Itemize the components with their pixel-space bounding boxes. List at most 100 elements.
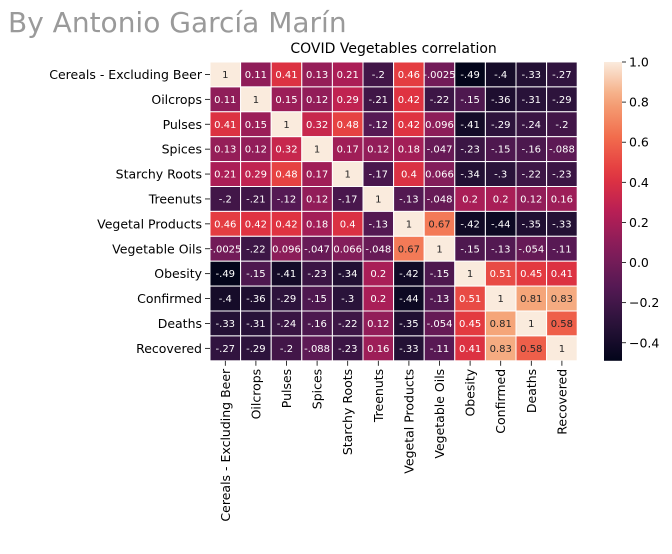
cell-value-label: 0.21	[337, 70, 359, 81]
heatmap-cell	[331, 86, 364, 113]
heatmap-cell	[423, 235, 456, 262]
heatmap-cell	[423, 61, 456, 88]
heatmap-cell	[331, 186, 364, 212]
cell-value-label: -.088	[304, 344, 330, 355]
x-tick-label: Vegetal Products	[401, 369, 416, 474]
y-tick-label: Cereals - Excluding Beer	[49, 67, 203, 82]
heatmap-cell	[423, 210, 456, 237]
cell-value-label: -.36	[491, 95, 511, 106]
cell-value-label: -.42	[460, 219, 480, 230]
heatmap-cell	[454, 235, 486, 262]
colorbar-tick-label: 0.0	[629, 255, 649, 270]
cell-value-label: 0.81	[490, 319, 512, 330]
heatmap-cell	[484, 61, 517, 88]
x-tick-label: Pulses	[279, 369, 294, 408]
heatmap-cell	[362, 210, 395, 237]
heatmap-cell	[362, 111, 395, 138]
cell-value-label: 0.18	[398, 145, 420, 156]
cell-value-label: -.3	[494, 170, 507, 181]
x-tick-label: Treenuts	[371, 369, 386, 423]
colorbar-tick-label: 1.0	[629, 55, 649, 70]
cell-value-label: -.088	[549, 145, 575, 156]
cell-value-label: -.41	[460, 120, 480, 131]
cell-value-label: -.33	[216, 319, 236, 330]
cell-value-label: 0.21	[214, 170, 236, 181]
cell-value-label: 1	[375, 194, 381, 205]
cell-value-label: 0.67	[428, 219, 450, 230]
cell-value-label: -.29	[277, 294, 297, 305]
cell-value-label: 0.51	[459, 294, 481, 305]
heatmap-cell	[515, 260, 548, 287]
x-tick-label: Vegetable Oils	[432, 369, 447, 459]
x-tick-label: Recovered	[554, 369, 569, 435]
cell-value-label: -.054	[427, 319, 453, 330]
cell-value-label: 1	[345, 170, 351, 181]
cell-value-label: 0.83	[551, 294, 573, 305]
cell-value-label: -.048	[365, 244, 391, 255]
cell-value-label: -.36	[246, 294, 266, 305]
heatmap-cell	[546, 335, 578, 362]
cell-value-label: 0.48	[275, 170, 297, 181]
cell-value-label: -.15	[491, 145, 511, 156]
cell-value-label: 1	[253, 95, 259, 106]
cell-value-label: 1	[222, 70, 228, 81]
y-tick-label: Vegetable Oils	[112, 241, 202, 256]
cell-value-label: -.29	[246, 344, 266, 355]
heatmap-cell	[546, 111, 578, 138]
cell-value-label: 0.2	[370, 269, 386, 280]
cell-value-label: 0.67	[398, 244, 420, 255]
cell-value-label: 0.17	[306, 170, 328, 181]
cell-value-label: 0.83	[490, 344, 512, 355]
colorbar-tick-label: 0.4	[629, 175, 649, 190]
cell-value-label: 1	[467, 269, 473, 280]
x-tick-label: Confirmed	[493, 369, 508, 434]
cell-value-label: -.4	[494, 70, 507, 81]
cell-value-label: -.23	[338, 344, 358, 355]
heatmap-cell	[423, 136, 456, 163]
cell-value-label: 1	[283, 120, 289, 131]
heatmap-cell	[454, 136, 486, 163]
cell-value-label: 0.12	[367, 319, 389, 330]
cell-value-label: -.21	[369, 95, 389, 106]
cell-value-label: -.44	[491, 219, 511, 230]
heatmap-cell	[209, 335, 242, 362]
cell-value-label: 0.13	[214, 145, 236, 156]
cell-value-label: -.15	[460, 244, 480, 255]
cell-value-label: -.4	[219, 294, 232, 305]
cell-value-label: 0.12	[367, 145, 389, 156]
cell-value-label: 1	[559, 344, 565, 355]
heatmap-cell	[393, 161, 425, 188]
cell-value-label: 0.18	[306, 219, 328, 230]
cell-value-label: -.29	[552, 95, 572, 106]
chart-title: COVID Vegetables correlation	[290, 41, 496, 57]
cell-value-label: -.0025	[209, 244, 241, 255]
cell-value-label: -.15	[430, 269, 450, 280]
heatmap-cell	[546, 235, 578, 262]
cell-value-label: -.054	[518, 244, 544, 255]
cell-value-label: 0.096	[272, 244, 301, 255]
heatmap-cell	[331, 285, 364, 312]
heatmap-cell	[484, 335, 517, 362]
cell-value-label: -.24	[277, 319, 297, 330]
colorbar-tick-label: 0.8	[629, 95, 649, 110]
heatmap-cell	[546, 186, 578, 212]
cell-value-label: 0.32	[275, 145, 297, 156]
heatmap-cell	[240, 61, 272, 88]
heatmap-cell	[331, 136, 364, 163]
heatmap-cell	[546, 136, 578, 163]
cell-value-label: -.2	[372, 70, 385, 81]
cell-value-label: 0.17	[337, 145, 359, 156]
heatmap-cell	[393, 86, 425, 113]
cell-value-label: -.17	[369, 170, 389, 181]
cell-value-label: 0.32	[306, 120, 328, 131]
heatmap-cell	[209, 61, 242, 88]
y-tick-label: Recovered	[136, 341, 202, 356]
heatmap-cell	[546, 86, 578, 113]
heatmap-cell	[515, 86, 548, 113]
cell-value-label: -.15	[246, 269, 266, 280]
cell-value-label: -.22	[522, 170, 542, 181]
heatmap-cell	[240, 186, 272, 212]
cell-value-label: 0.42	[398, 120, 420, 131]
cell-value-label: 0.2	[493, 194, 509, 205]
y-tick-label: Treenuts	[148, 191, 202, 206]
